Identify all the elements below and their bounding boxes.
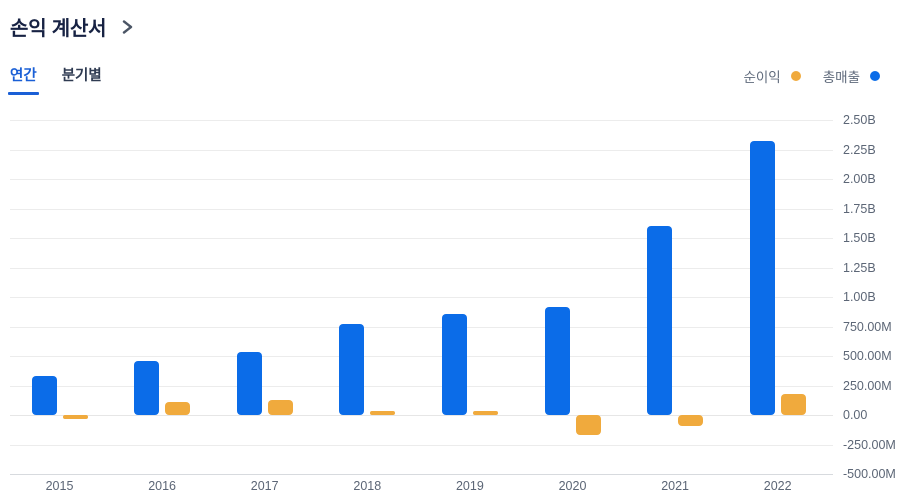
gridline [10,149,833,151]
x-axis-tick-label: 2016 [148,479,176,493]
legend-label: 총매출 [822,70,860,85]
gridline [10,356,833,357]
gridline [10,326,833,328]
y-axis-tick-label: 1.25B [843,260,876,275]
y-axis-tick-label: 2.25B [843,142,876,157]
net-income-bar-2017[interactable] [267,399,293,415]
net-income-bar-2020[interactable] [575,415,601,436]
y-axis-tick-label: -500.00M [843,467,896,481]
header: 손익 계산서 [10,12,134,41]
y-axis-tick-label: -250.00M [843,437,896,452]
chart-legend: 순이익 총매출 [743,66,880,86]
x-axis-tick-label: 2018 [353,479,382,493]
total-revenue-bar-2020[interactable] [544,307,570,415]
x-axis-tick-label: 2022 [763,479,792,493]
gridline [10,120,833,121]
legend-item-total-revenue[interactable]: 총매출 [823,66,880,86]
net-income-bar-2015[interactable] [62,415,88,419]
net-income-dot-icon [790,71,801,81]
x-axis-tick-label: 2017 [250,479,279,493]
gridline [10,267,833,269]
net-income-bar-2021[interactable] [678,415,704,427]
y-axis-tick-label: 1.50B [843,231,876,245]
y-axis-tick-label: 250.00M [843,378,892,393]
net-income-bar-2018[interactable] [370,411,396,415]
gridline [10,208,833,210]
total-revenue-bar-2017[interactable] [236,351,262,415]
legend-label: 순이익 [743,70,781,85]
x-axis-tick-label: 2015 [45,479,74,493]
y-axis-tick-label: 2.00B [843,172,876,186]
zero-gridline [10,415,833,416]
y-axis-tick-label: 0.00 [843,408,868,422]
y-axis-tick-label: 1.75B [843,201,876,216]
y-axis-tick-label: 500.00M [843,349,892,363]
y-axis-tick-label: 1.00B [843,290,876,304]
gridline [10,444,833,446]
total-revenue-bar-2022[interactable] [749,141,775,415]
gridline [10,385,833,387]
total-revenue-bar-2015[interactable] [31,376,57,415]
y-axis-tick-label: 750.00M [843,319,892,334]
y-axis-tick-label: 2.50B [843,113,876,127]
gridline [10,238,833,239]
tab-annual[interactable]: 연간 [8,64,39,95]
net-income-bar-2016[interactable] [165,402,191,415]
total-revenue-bar-2019[interactable] [441,313,467,415]
total-revenue-bar-2018[interactable] [339,324,365,415]
period-tabs: 연간 분기별 [8,64,102,95]
gridline [10,179,833,180]
net-income-bar-2022[interactable] [780,393,806,415]
x-axis-tick-label: 2021 [661,479,689,493]
net-income-bar-2019[interactable] [472,411,498,415]
total-revenue-bar-2016[interactable] [134,361,160,415]
legend-item-net-income[interactable]: 순이익 [743,66,801,86]
total-revenue-bar-2021[interactable] [647,226,673,415]
x-axis-line [10,474,833,475]
chevron-right-icon[interactable] [120,19,134,34]
page-title: 손익 계산서 [10,18,107,40]
x-axis-tick-label: 2019 [455,479,484,493]
gridline [10,297,833,298]
x-axis-tick-label: 2020 [558,479,587,493]
tab-quarterly[interactable]: 분기별 [61,68,102,84]
total-revenue-dot-icon [870,71,880,81]
